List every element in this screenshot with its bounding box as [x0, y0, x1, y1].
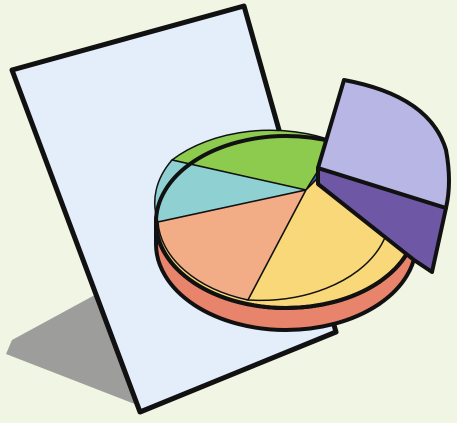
exploded-slice-top — [316, 78, 451, 210]
pie-slice-green — [170, 129, 338, 191]
exploded-pie-slice — [316, 78, 451, 274]
pie-slice-orange — [157, 188, 308, 301]
